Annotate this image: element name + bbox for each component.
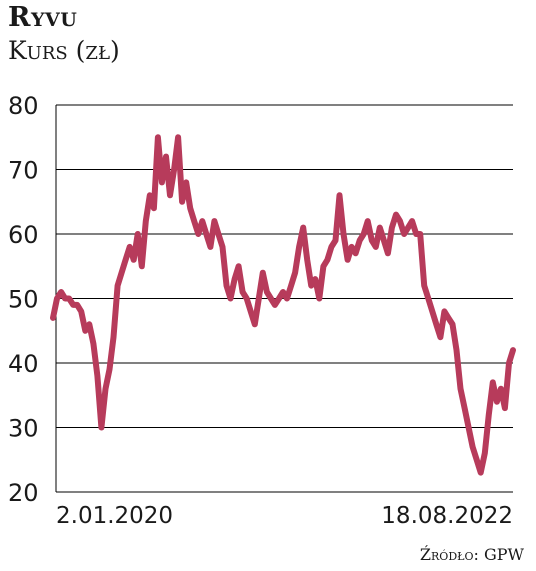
x-axis-tick-labels: 2.01.2020 18.08.2022 [56, 503, 513, 529]
y-tick-label: 80 [8, 92, 39, 120]
x-tick-label: 18.08.2022 [381, 503, 513, 529]
y-tick-label: 20 [8, 479, 39, 507]
y-axis-tick-labels: 80 70 60 50 40 30 20 [8, 92, 39, 507]
chart-subtitle: Kurs (zł) [8, 36, 120, 65]
y-tick-label: 60 [8, 221, 39, 249]
chart-title: Ryvu [8, 2, 78, 33]
y-tick-label: 30 [8, 415, 39, 443]
series-layer [50, 134, 516, 476]
source-note: Źródło: GPW [419, 545, 524, 564]
y-tick-label: 40 [8, 350, 39, 378]
price-series-line [50, 134, 516, 476]
y-tick-label: 70 [8, 157, 39, 185]
y-tick-label: 50 [8, 286, 39, 314]
x-tick-label: 2.01.2020 [56, 503, 173, 529]
